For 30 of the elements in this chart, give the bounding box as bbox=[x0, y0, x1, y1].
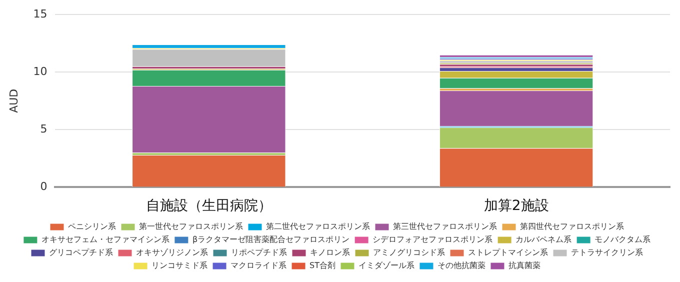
x-tick-label: 自施設（生田病院） bbox=[146, 198, 272, 214]
legend-label: 第二世代セファロスポリン系 bbox=[266, 222, 370, 232]
legend-label: リンコサミド系 bbox=[152, 261, 208, 270]
legend-label: リポペプチド系 bbox=[231, 248, 287, 258]
y-tick-label: 0 bbox=[40, 180, 48, 194]
legend-label: グリコペプチド系 bbox=[49, 248, 113, 258]
y-tick-label: 15 bbox=[33, 7, 48, 20]
legend-label: イミダゾール系 bbox=[358, 261, 414, 270]
legend-label: オキサゾリジノン系 bbox=[136, 248, 208, 258]
legend-label: マクロライド系 bbox=[230, 261, 287, 270]
y-axis-title: AUD bbox=[7, 88, 20, 113]
legend-label: シデロフォアセファロスポリン系 bbox=[372, 235, 493, 244]
legend-label: 抗真菌薬 bbox=[508, 261, 540, 270]
legend-label: 第一世代セファロスポリン系 bbox=[139, 222, 243, 232]
legend-label: アミノグリコシド系 bbox=[373, 248, 445, 258]
y-tick-label: 5 bbox=[40, 122, 48, 136]
legend-label: 第三世代セファロスポリン系 bbox=[393, 222, 497, 232]
legend-label: キノロン系 bbox=[310, 248, 350, 258]
legend-label: テトラサイクリン系 bbox=[571, 248, 643, 258]
legend-label: モノバクタム系 bbox=[594, 235, 651, 244]
legend-label: ペニシリン系 bbox=[68, 222, 116, 232]
legend-label: オキサセフェム・セファマイシン系 bbox=[41, 235, 170, 244]
legend-label: ST合剤 bbox=[310, 261, 336, 270]
legend-label: ストレプトマイシン系 bbox=[468, 248, 548, 258]
legend-label: βラクタマーゼ阻害薬配合セファロスポリン bbox=[192, 235, 350, 244]
legend-label: その他抗菌薬 bbox=[437, 261, 486, 270]
x-tick-label: 加算2施設 bbox=[484, 198, 549, 214]
legend-label: 第四世代セファロスポリン系 bbox=[520, 222, 624, 232]
legend-label: カルバペネム系 bbox=[516, 235, 572, 244]
y-tick-label: 10 bbox=[33, 64, 48, 78]
